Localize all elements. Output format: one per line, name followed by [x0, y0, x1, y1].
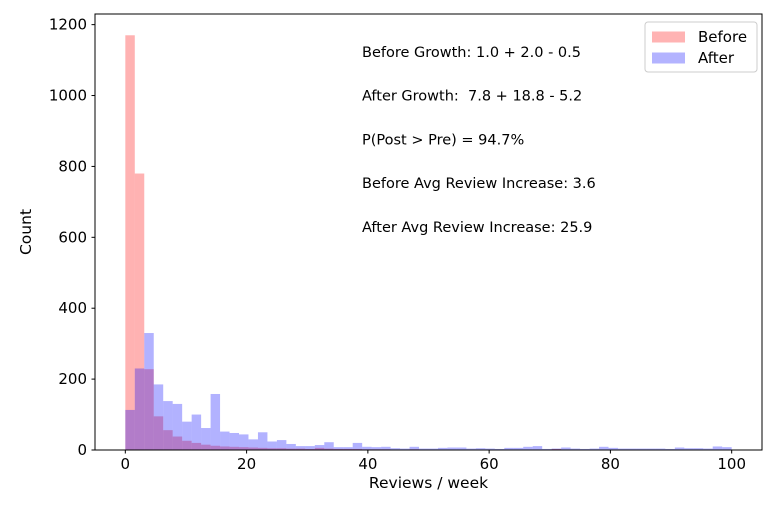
hist-bar-after [315, 445, 324, 450]
hist-bar-after [277, 440, 286, 450]
hist-bar-after [248, 439, 257, 450]
series-after [125, 333, 731, 450]
legend: Before After [645, 22, 757, 72]
hist-bar-after [192, 415, 201, 450]
stat-annotation: After Growth: 7.8 + 18.8 - 5.2 [362, 89, 582, 105]
hist-bar-after [533, 446, 542, 450]
hist-bar-after [173, 404, 182, 450]
hist-bar-after [239, 434, 248, 450]
stat-annotation: After Avg Review Increase: 25.9 [362, 220, 592, 236]
x-tick-label: 20 [237, 455, 256, 473]
x-tick-label: 0 [121, 455, 131, 473]
y-tick-label: 800 [58, 157, 87, 175]
hist-bar-after [353, 443, 362, 450]
y-tick-label: 1200 [49, 16, 87, 34]
y-tick-label: 1000 [49, 87, 87, 105]
stat-annotation: Before Growth: 1.0 + 2.0 - 0.5 [362, 45, 581, 61]
hist-bar-after [220, 432, 229, 450]
hist-bar-after [258, 432, 267, 450]
legend-swatch-after [652, 53, 685, 64]
legend-swatch-before [652, 32, 685, 43]
x-tick-label: 80 [601, 455, 620, 473]
y-tick-label: 600 [58, 228, 87, 246]
legend-label: After [698, 49, 735, 67]
y-tick-label: 400 [58, 299, 87, 317]
legend-label: Before [698, 28, 747, 46]
stat-annotation: Before Avg Review Increase: 3.6 [362, 176, 596, 192]
hist-bar-after [135, 368, 144, 450]
hist-bar-after [144, 333, 153, 450]
x-tick-label: 60 [480, 455, 499, 473]
hist-bar-after [211, 394, 220, 450]
hist-bar-after [201, 428, 210, 450]
x-axis-label: Reviews / week [369, 474, 488, 492]
hist-bar-after [305, 446, 314, 450]
hist-bar-after [267, 441, 276, 450]
hist-bar-after [125, 410, 134, 450]
hist-bar-after [296, 446, 305, 450]
y-axis-label: Count [17, 209, 35, 255]
hist-bar-after [182, 422, 191, 450]
hist-bar-after [286, 444, 295, 450]
hist-bar-after [713, 446, 722, 450]
y-tick-label: 200 [58, 370, 87, 388]
hist-bar-after [154, 384, 163, 450]
hist-bar-after [230, 433, 239, 450]
hist-bar-after [163, 401, 172, 450]
y-tick-label: 0 [77, 441, 87, 459]
x-tick-label: 40 [358, 455, 377, 473]
hist-bar-before [125, 35, 134, 450]
stat-annotation: P(Post > Pre) = 94.7% [362, 132, 524, 148]
x-tick-label: 100 [717, 455, 746, 473]
hist-bar-after [324, 442, 333, 450]
